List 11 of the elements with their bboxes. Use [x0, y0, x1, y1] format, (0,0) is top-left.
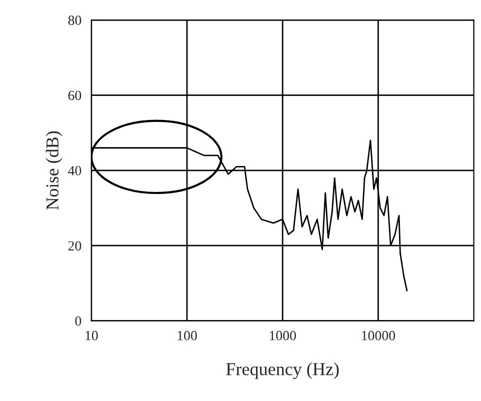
y-axis-title: Noise (dB): [46, 131, 62, 210]
y-tick-label: 60: [68, 90, 82, 100]
x-tick-label: 1000: [270, 330, 296, 340]
x-tick-label: 10000: [362, 330, 396, 340]
y-tick-label: 0: [75, 316, 82, 326]
y-tick-label: 20: [68, 241, 82, 251]
x-tick-label: 10: [86, 330, 98, 340]
x-tick-label: 100: [178, 330, 197, 340]
y-tick-label: 80: [68, 16, 82, 26]
y-tick-label: 40: [68, 166, 82, 176]
x-axis-title: Frequency (Hz): [226, 362, 339, 379]
